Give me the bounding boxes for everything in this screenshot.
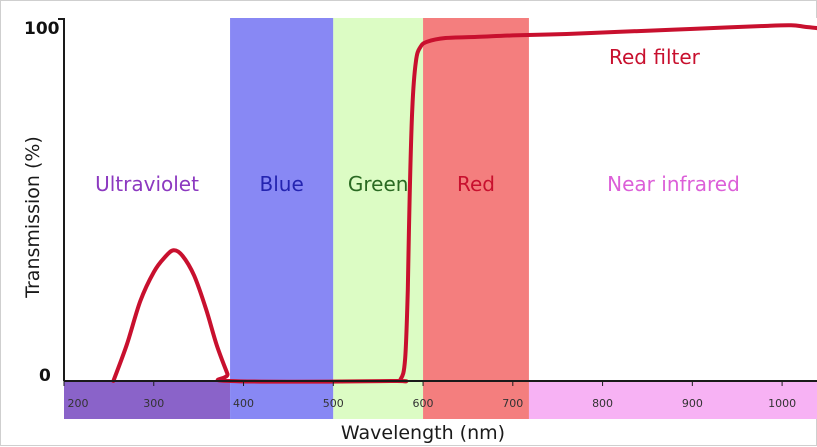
series-label-red-filter: Red filter bbox=[609, 45, 701, 69]
x-tick-label-300: 300 bbox=[143, 397, 164, 410]
band-label-red: Red bbox=[457, 172, 495, 196]
x-tick-label-600: 600 bbox=[413, 397, 434, 410]
y-tick-label-0: 0 bbox=[39, 366, 51, 386]
band-label-near-infrared: Near infrared bbox=[607, 172, 740, 196]
band-near-infrared bbox=[528, 18, 817, 381]
x-tick-label-800: 800 bbox=[592, 397, 613, 410]
strip-blue bbox=[230, 382, 334, 419]
y-axis-title: Transmission (%) bbox=[22, 136, 44, 299]
x-axis-title: Wavelength (nm) bbox=[341, 422, 505, 444]
strip-green bbox=[333, 382, 424, 419]
y-tick-label-100: 100 bbox=[24, 19, 60, 39]
band-red bbox=[423, 18, 529, 381]
x-tick-label-500: 500 bbox=[323, 397, 344, 410]
x-tick-label-900: 900 bbox=[682, 397, 703, 410]
x-tick-label-700: 700 bbox=[502, 397, 523, 410]
band-blue bbox=[230, 18, 334, 381]
red-filter-curve bbox=[111, 23, 817, 384]
band-label-blue: Blue bbox=[260, 172, 304, 196]
x-tick-label-200: 200 bbox=[68, 397, 89, 410]
band-label-green: Green bbox=[348, 172, 409, 196]
strip-ultraviolet bbox=[64, 382, 231, 419]
x-tick-label-1000: 1000 bbox=[768, 397, 796, 410]
band-label-ultraviolet: Ultraviolet bbox=[95, 172, 199, 196]
strip-near-infrared bbox=[528, 382, 817, 419]
band-ultraviolet bbox=[64, 18, 231, 381]
x-tick-label-400: 400 bbox=[233, 397, 254, 410]
strip-red bbox=[423, 382, 529, 419]
